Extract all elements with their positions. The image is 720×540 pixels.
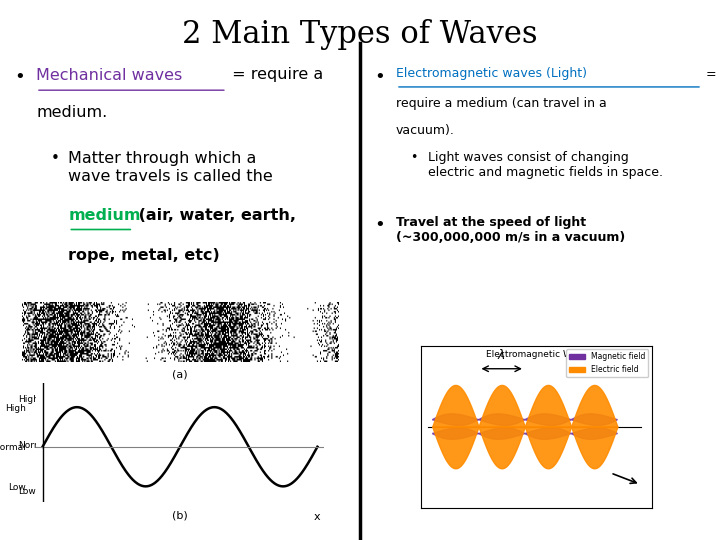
- Text: rope, metal, etc): rope, metal, etc): [68, 248, 220, 264]
- Polygon shape: [525, 414, 571, 426]
- Text: Mechanical waves: Mechanical waves: [36, 68, 182, 83]
- Text: medium.: medium.: [36, 105, 107, 120]
- Text: •: •: [374, 216, 385, 234]
- Polygon shape: [525, 428, 571, 440]
- Text: = do not: = do not: [702, 68, 720, 80]
- Text: •: •: [14, 68, 25, 85]
- Text: Electromagnetic Wave: Electromagnetic Wave: [485, 350, 588, 359]
- Text: require a medium (can travel in a: require a medium (can travel in a: [396, 97, 607, 110]
- Polygon shape: [432, 414, 479, 426]
- Legend: Magnetic field, Electric field: Magnetic field, Electric field: [567, 349, 648, 377]
- Text: (b): (b): [172, 510, 188, 521]
- Text: Travel at the speed of light
(~300,000,000 m/s in a vacuum): Travel at the speed of light (~300,000,0…: [396, 216, 625, 244]
- Polygon shape: [479, 414, 525, 426]
- Text: (air, water, earth,: (air, water, earth,: [133, 208, 296, 223]
- Text: Normal: Normal: [18, 441, 50, 450]
- Text: 2 Main Types of Waves: 2 Main Types of Waves: [182, 19, 538, 50]
- Text: •: •: [374, 68, 385, 85]
- Polygon shape: [571, 428, 618, 440]
- Text: medium: medium: [68, 208, 141, 223]
- Text: High: High: [18, 395, 39, 404]
- Text: •: •: [410, 151, 418, 164]
- Text: (a): (a): [172, 370, 188, 380]
- Text: Light waves consist of changing
electric and magnetic fields in space.: Light waves consist of changing electric…: [428, 151, 663, 179]
- Text: •: •: [50, 151, 59, 166]
- Text: vacuum).: vacuum).: [396, 124, 455, 137]
- Polygon shape: [571, 414, 618, 426]
- Text: $\lambda$: $\lambda$: [498, 348, 506, 362]
- Text: Electromagnetic waves (Light): Electromagnetic waves (Light): [396, 68, 587, 80]
- Text: = require a: = require a: [227, 68, 323, 83]
- Text: Low: Low: [18, 487, 36, 496]
- Polygon shape: [432, 428, 479, 440]
- Polygon shape: [479, 428, 525, 440]
- Text: Matter through which a
wave travels is called the: Matter through which a wave travels is c…: [68, 151, 273, 184]
